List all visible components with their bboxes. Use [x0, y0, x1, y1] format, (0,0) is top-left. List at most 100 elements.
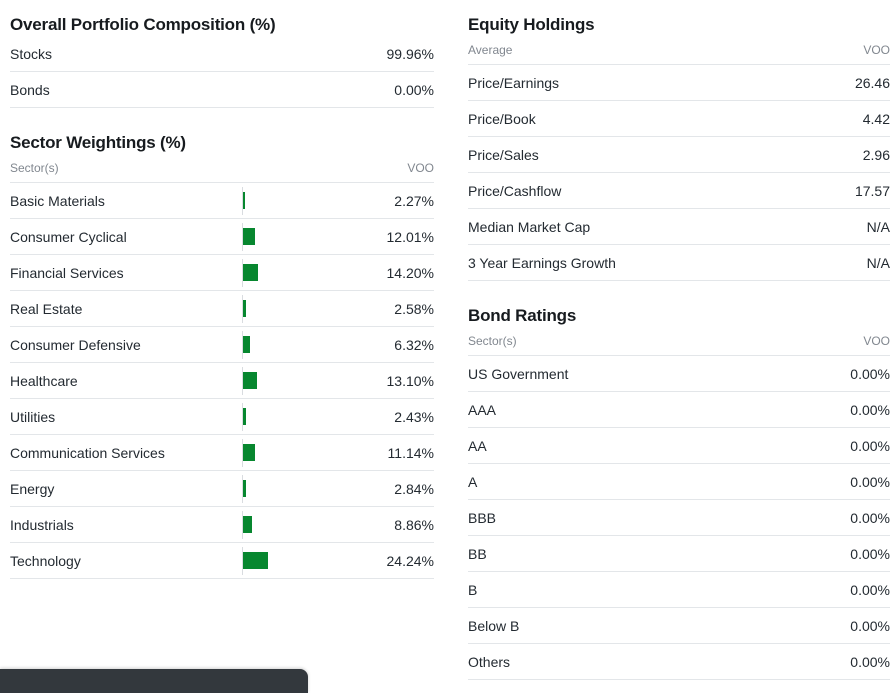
sector-bar-cell	[242, 402, 362, 431]
bonds-column-header-voo: VOO	[863, 334, 890, 348]
sector-bar-cell	[242, 294, 362, 323]
row-value: N/A	[866, 218, 890, 235]
sector-weightings-title: Sector Weightings (%)	[10, 133, 186, 152]
sector-bar-cell	[242, 222, 362, 251]
row-value: 2.27%	[394, 192, 434, 209]
bonds-column-header-label: Sector(s)	[468, 334, 517, 348]
row-value: 11.14%	[387, 444, 434, 461]
row-label: US Government	[468, 365, 569, 382]
sector-bar	[243, 372, 257, 389]
row-label: Healthcare	[10, 372, 78, 389]
sector-bar-cell	[242, 258, 362, 287]
row-value: 2.96	[862, 146, 890, 163]
row-value: 17.57	[854, 182, 890, 199]
row-label: Consumer Cyclical	[10, 228, 127, 245]
table-row: Industrials 8.86%	[10, 507, 434, 543]
row-value: 2.43%	[394, 408, 434, 425]
row-value: 99.96%	[386, 45, 434, 62]
equity-holdings-title: Equity Holdings	[468, 15, 595, 34]
row-value: 14.20%	[386, 264, 434, 281]
sector-bar	[243, 552, 268, 569]
table-row: Technology 24.24%	[10, 543, 434, 579]
table-row: Price/Sales 2.96	[468, 137, 890, 173]
row-label: Technology	[10, 552, 81, 569]
row-value: 0.00%	[850, 617, 890, 634]
sector-bar	[243, 480, 246, 497]
sector-bar-cell	[242, 438, 362, 467]
row-label: Others	[468, 653, 511, 670]
table-row: Energy 2.84%	[10, 471, 434, 507]
row-label: B	[468, 581, 478, 598]
equity-column-header-label: Average	[468, 43, 513, 57]
row-value: 0.00%	[850, 509, 890, 526]
right-column: Equity Holdings Average VOO Price/Earnin…	[468, 0, 890, 680]
portfolio-composition-table: Stocks 99.96% Bonds 0.00%	[10, 36, 434, 108]
row-label: Stocks	[10, 45, 53, 62]
row-label: Real Estate	[10, 300, 83, 317]
row-value: N/A	[866, 254, 890, 271]
sector-bar	[243, 192, 245, 209]
table-row: Others 0.00%	[468, 644, 890, 680]
row-label: AA	[468, 437, 487, 454]
row-value: 26.46	[854, 74, 890, 91]
equity-column-header-voo: VOO	[863, 43, 890, 57]
row-value: 0.00%	[850, 437, 890, 454]
table-row: AA 0.00%	[468, 428, 890, 464]
row-label: Financial Services	[10, 264, 124, 281]
row-value: 6.32%	[394, 336, 434, 353]
bottom-toast	[0, 669, 308, 693]
table-row: Stocks 99.96%	[10, 36, 434, 72]
table-row: Basic Materials 2.27%	[10, 183, 434, 219]
equity-holdings-table: Price/Earnings 26.46 Price/Book 4.42 Price/S…	[468, 65, 890, 281]
table-row: Consumer Cyclical 12.01%	[10, 219, 434, 255]
row-label: BB	[468, 545, 487, 562]
sector-bar	[243, 228, 255, 245]
row-value: 0.00%	[850, 401, 890, 418]
row-value: 0.00%	[850, 545, 890, 562]
sector-bar-cell	[242, 510, 362, 539]
row-label: Communication Services	[10, 444, 165, 461]
sector-bar	[243, 264, 258, 281]
table-row: Financial Services 14.20%	[10, 255, 434, 291]
row-value: 0.00%	[394, 81, 434, 98]
sector-bar-cell	[242, 366, 362, 395]
sectors-column-header-voo: VOO	[407, 161, 434, 175]
row-label: Below B	[468, 617, 520, 634]
table-row: A 0.00%	[468, 464, 890, 500]
row-value: 0.00%	[850, 473, 890, 490]
row-value: 2.84%	[394, 480, 434, 497]
table-row: BB 0.00%	[468, 536, 890, 572]
table-row: Median Market Cap N/A	[468, 209, 890, 245]
row-value: 8.86%	[394, 516, 434, 533]
row-label: Price/Sales	[468, 146, 539, 163]
row-value: 4.42	[862, 110, 890, 127]
row-value: 12.01%	[386, 228, 434, 245]
row-label: Price/Book	[468, 110, 536, 127]
table-row: Price/Cashflow 17.57	[468, 173, 890, 209]
table-row: Bonds 0.00%	[10, 72, 434, 108]
row-label: AAA	[468, 401, 497, 418]
row-label: Bonds	[10, 81, 50, 98]
row-label: Consumer Defensive	[10, 336, 141, 353]
row-label: Median Market Cap	[468, 218, 591, 235]
row-label: Basic Materials	[10, 192, 105, 209]
row-value: 0.00%	[850, 653, 890, 670]
sector-bar	[243, 444, 255, 461]
row-label: Energy	[10, 480, 55, 497]
table-row: Consumer Defensive 6.32%	[10, 327, 434, 363]
sector-weightings-header: Sector(s) VOO	[10, 154, 434, 183]
row-value: 0.00%	[850, 581, 890, 598]
table-row: BBB 0.00%	[468, 500, 890, 536]
row-value: 24.24%	[386, 552, 434, 569]
table-row: Utilities 2.43%	[10, 399, 434, 435]
equity-holdings-header: Average VOO	[468, 36, 890, 65]
row-label: Industrials	[10, 516, 74, 533]
bond-ratings-table: US Government 0.00% AAA 0.00% AA 0.00% A 0.00% B…	[468, 356, 890, 680]
sectors-column-header-label: Sector(s)	[10, 161, 59, 175]
bond-ratings-header: Sector(s) VOO	[468, 327, 890, 356]
sector-bar-cell	[242, 330, 362, 359]
table-row: Real Estate 2.58%	[10, 291, 434, 327]
table-row: Price/Earnings 26.46	[468, 65, 890, 101]
row-value: 13.10%	[386, 372, 434, 389]
portfolio-composition-title: Overall Portfolio Composition (%)	[10, 15, 276, 34]
